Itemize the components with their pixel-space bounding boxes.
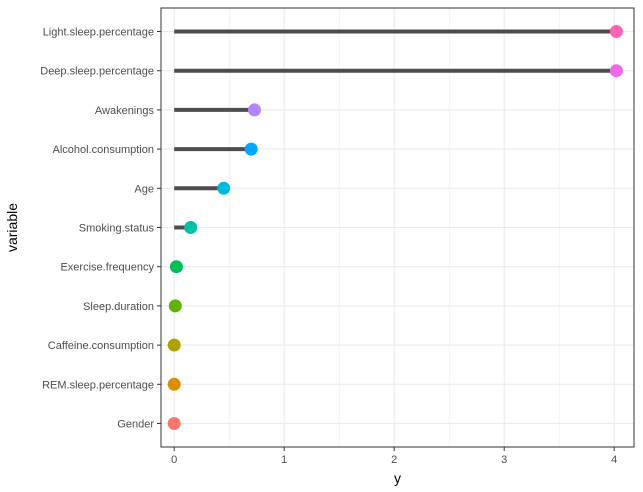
x-axis-ticks: 0 1 2 3 4: [171, 447, 617, 466]
point-Awakenings: [248, 103, 261, 117]
y-tick-label: Sleep.duration: [83, 301, 154, 313]
point-Gender: [167, 416, 181, 430]
point-Alcohol.consumption: [244, 142, 258, 156]
x-tick-label: 2: [391, 454, 397, 466]
y-tick-label: Exercise.frequency: [60, 262, 154, 274]
y-tick-label: Caffeine.consumption: [48, 340, 154, 352]
y-tick-label: Gender: [117, 418, 154, 430]
x-tick-label: 3: [501, 454, 507, 466]
y-tick-label: Light.sleep.percentage: [43, 27, 154, 39]
y-tick-label: REM.sleep.percentage: [42, 379, 154, 391]
x-axis-title: y: [394, 470, 401, 486]
point-Caffeine.consumption: [167, 338, 181, 352]
lollipop-points: [167, 25, 623, 430]
x-tick-label: 0: [171, 454, 177, 466]
y-tick-label: Deep.sleep.percentage: [40, 66, 154, 78]
point-Exercise.frequency: [169, 260, 183, 274]
y-tick-label: Age: [134, 183, 154, 195]
y-tick-label: Awakenings: [95, 105, 155, 117]
point-Deep.sleep.percentage: [609, 64, 623, 78]
point-Smoking.status: [184, 221, 198, 234]
point-REM.sleep.percentage: [167, 377, 181, 391]
x-tick-label: 4: [611, 454, 617, 466]
y-tick-label: Alcohol.consumption: [52, 144, 154, 156]
point-Age: [217, 181, 231, 195]
y-tick-label: Smoking.status: [79, 223, 155, 235]
point-Sleep.duration: [168, 299, 182, 313]
point-Light.sleep.percentage: [609, 25, 623, 39]
major-gridlines: [161, 8, 634, 447]
x-tick-label: 1: [281, 454, 287, 466]
y-axis-ticks: Gender REM.sleep.percentage Caffeine.consu…: [40, 27, 161, 430]
y-axis-title: variable: [4, 203, 20, 252]
